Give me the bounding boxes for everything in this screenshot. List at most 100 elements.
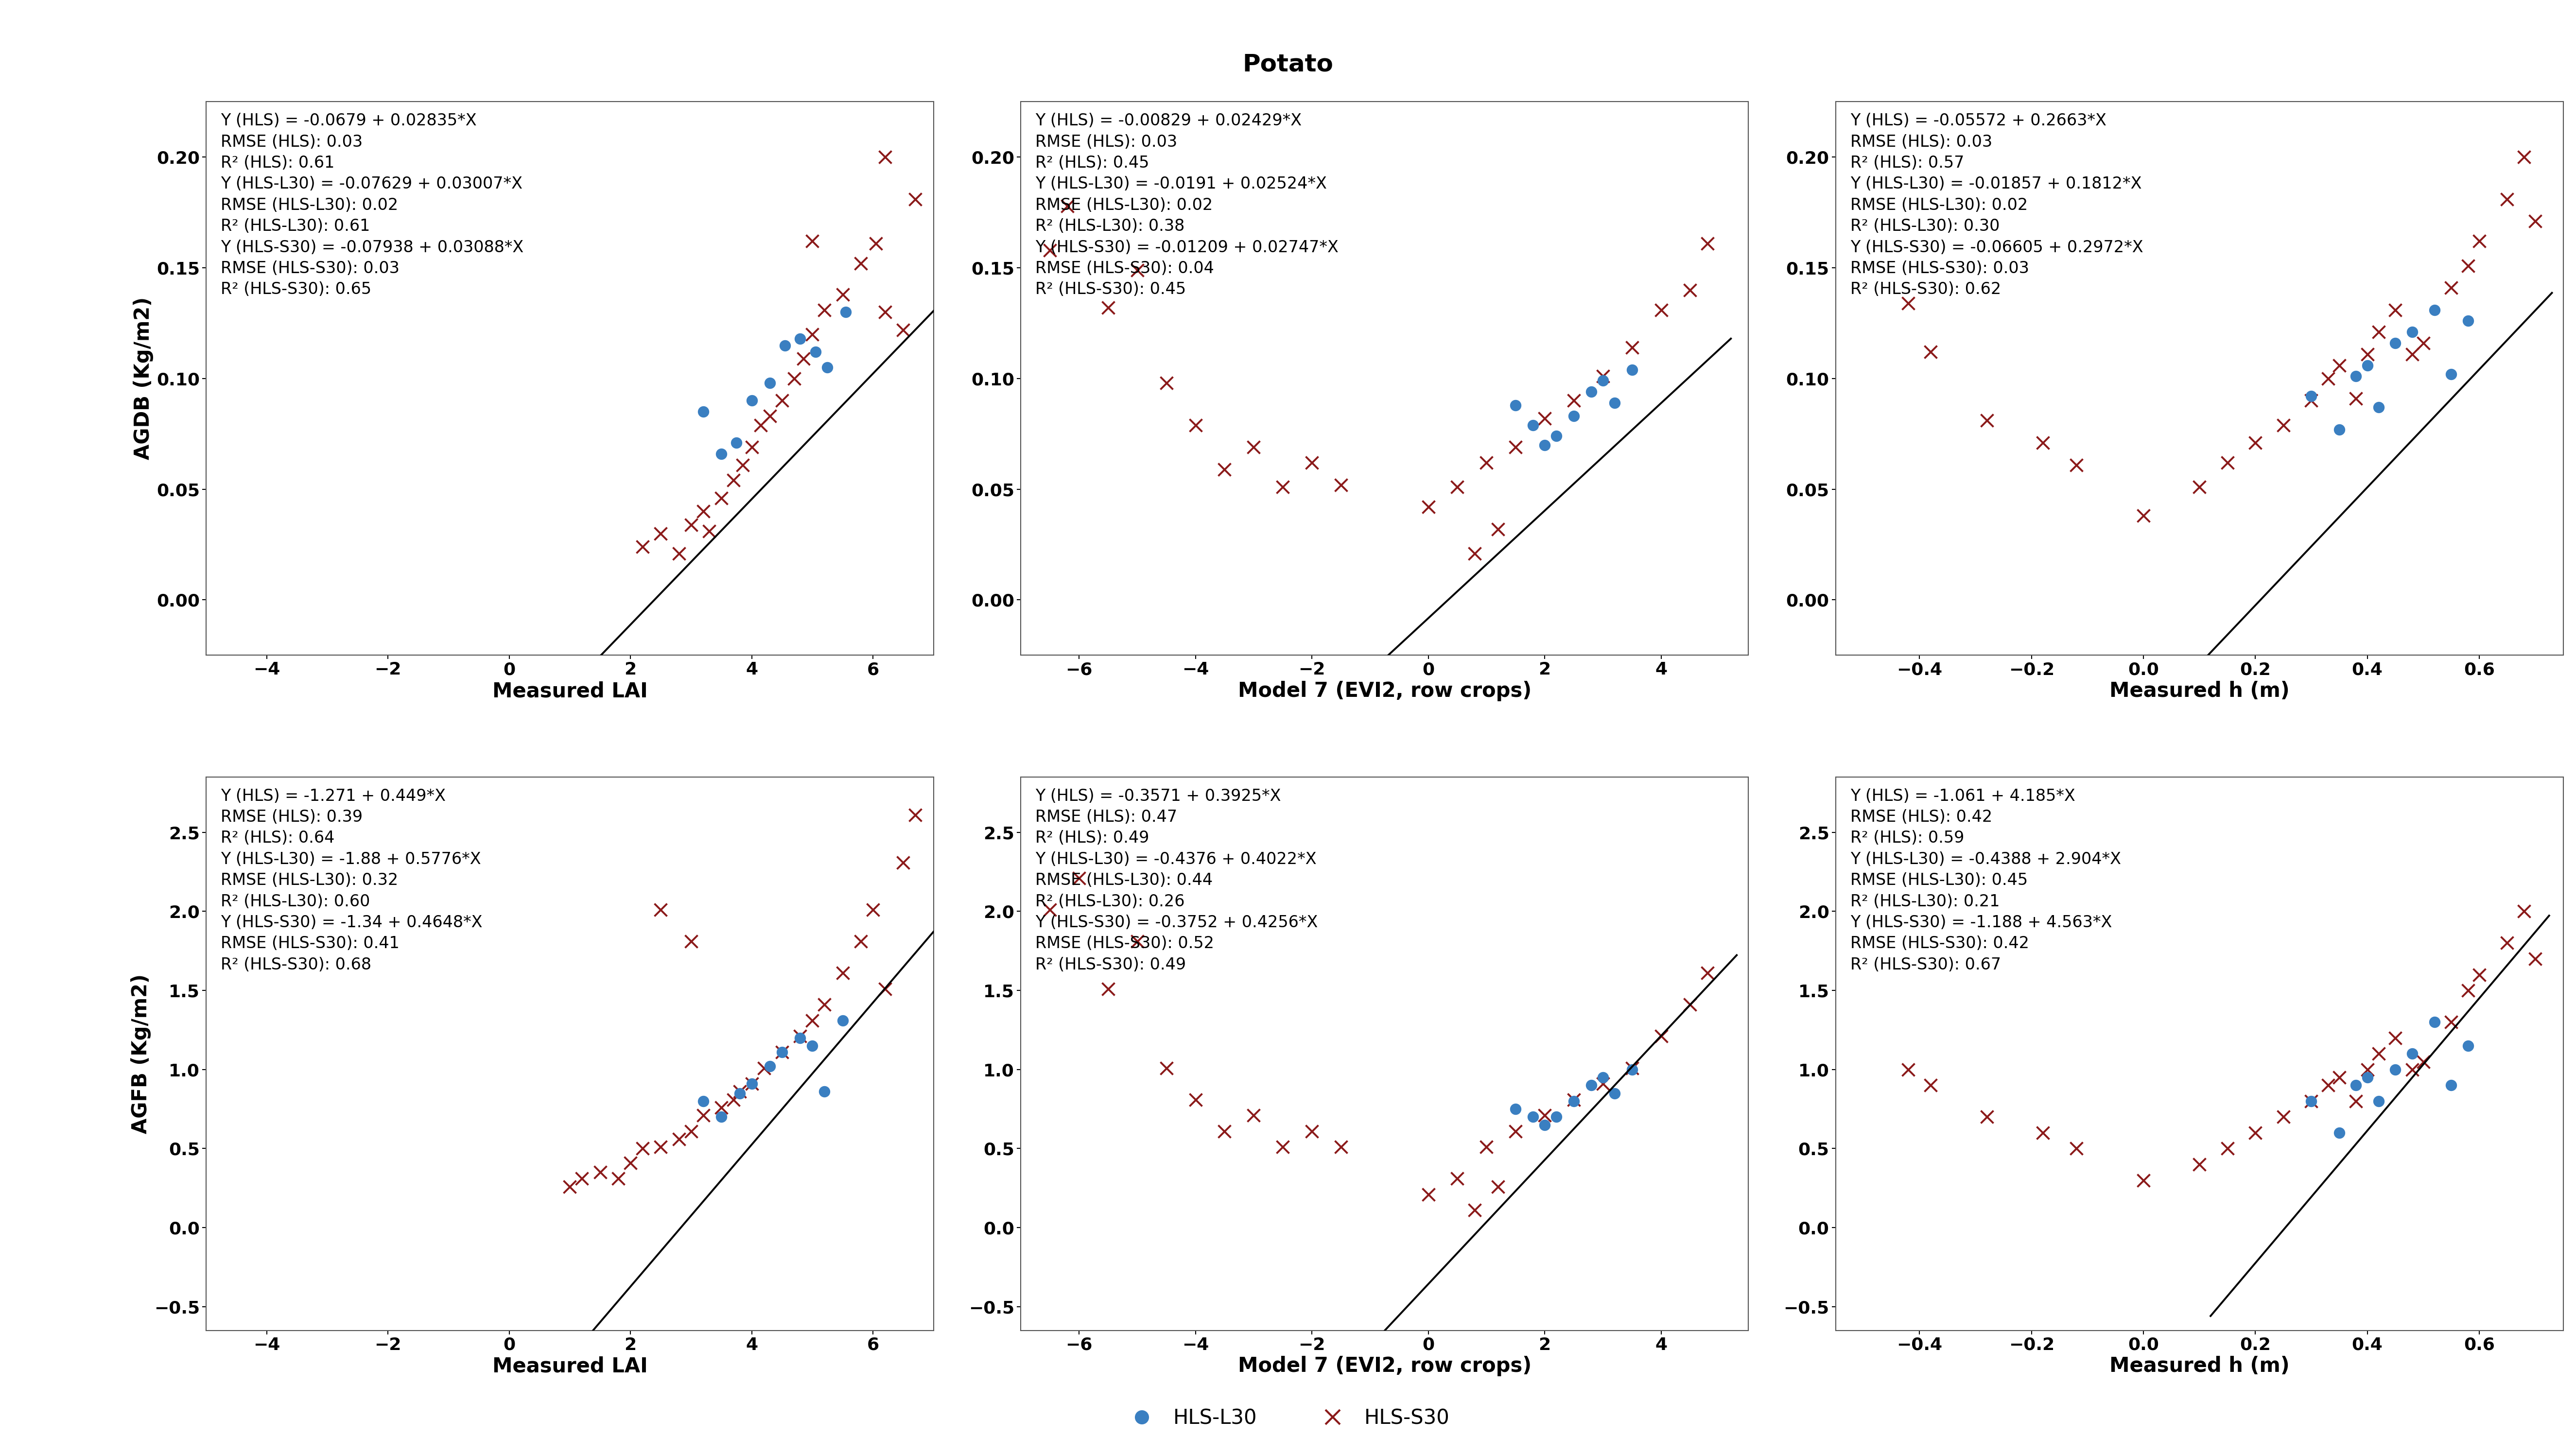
Point bbox=[783, 348, 824, 371]
Point bbox=[721, 454, 762, 477]
Point bbox=[1262, 1136, 1303, 1159]
Point bbox=[1687, 961, 1728, 984]
Point bbox=[1512, 1105, 1553, 1128]
Point bbox=[1553, 390, 1595, 413]
Point bbox=[1087, 977, 1128, 1000]
Point bbox=[1455, 1198, 1497, 1221]
Y-axis label: AGDB (Kg/m2): AGDB (Kg/m2) bbox=[134, 297, 155, 459]
Point bbox=[2357, 1043, 2398, 1066]
Point bbox=[621, 1137, 662, 1160]
Point bbox=[1571, 379, 1613, 403]
X-axis label: Measured LAI: Measured LAI bbox=[492, 1357, 647, 1377]
Point bbox=[1115, 259, 1157, 282]
Point bbox=[732, 1072, 773, 1095]
Point bbox=[1965, 1105, 2007, 1128]
Point bbox=[714, 468, 755, 491]
Point bbox=[791, 1034, 832, 1057]
Point bbox=[1203, 458, 1244, 481]
Point bbox=[2432, 276, 2473, 300]
Point bbox=[1965, 409, 2007, 432]
Point bbox=[549, 1175, 590, 1198]
Point bbox=[1291, 1120, 1332, 1143]
Point bbox=[701, 1105, 742, 1128]
Text: Y (HLS) = -1.271 + 0.449*X
RMSE (HLS): 0.39
R² (HLS): 0.64
Y (HLS-L30) = -1.88 +: Y (HLS) = -1.271 + 0.449*X RMSE (HLS): 0… bbox=[222, 788, 482, 973]
Point bbox=[2308, 1073, 2349, 1096]
Point bbox=[611, 1152, 652, 1175]
Point bbox=[1525, 433, 1566, 457]
Point bbox=[1888, 292, 1929, 316]
Point bbox=[2347, 343, 2388, 366]
Point bbox=[1046, 195, 1087, 218]
Point bbox=[1321, 473, 1363, 496]
Point bbox=[750, 371, 791, 394]
Point bbox=[884, 851, 925, 874]
Point bbox=[2447, 310, 2488, 333]
Point bbox=[2403, 1050, 2445, 1073]
Point bbox=[2504, 145, 2545, 169]
Point bbox=[716, 430, 757, 454]
Point bbox=[1525, 1104, 1566, 1127]
Point bbox=[1479, 518, 1520, 541]
Point bbox=[732, 1072, 773, 1095]
Point bbox=[1406, 496, 1448, 519]
Point bbox=[1455, 542, 1497, 566]
Point bbox=[1494, 1120, 1535, 1143]
Point bbox=[2022, 430, 2063, 454]
Point bbox=[2391, 343, 2432, 366]
Point bbox=[2486, 932, 2527, 955]
Point bbox=[670, 513, 711, 537]
Point bbox=[688, 519, 729, 542]
Point bbox=[2375, 298, 2416, 321]
Point bbox=[2432, 1073, 2473, 1096]
Point bbox=[750, 1054, 791, 1077]
Point bbox=[1291, 451, 1332, 474]
Point bbox=[701, 442, 742, 465]
Point bbox=[641, 522, 683, 545]
Point bbox=[1911, 340, 1953, 364]
Point bbox=[2336, 1089, 2378, 1112]
Point bbox=[2347, 353, 2388, 377]
Point bbox=[1553, 1089, 1595, 1112]
Point bbox=[2318, 1066, 2360, 1089]
Point bbox=[1030, 899, 1072, 922]
Point bbox=[2375, 332, 2416, 355]
X-axis label: Measured h (m): Measured h (m) bbox=[2110, 680, 2290, 701]
Point bbox=[739, 413, 781, 436]
Point bbox=[2414, 1011, 2455, 1034]
Point bbox=[822, 961, 863, 984]
Point bbox=[1494, 1098, 1535, 1121]
Point bbox=[853, 899, 894, 922]
Point bbox=[2262, 413, 2303, 436]
Point bbox=[796, 340, 837, 364]
Point bbox=[1030, 238, 1072, 262]
Point bbox=[822, 282, 863, 305]
Point bbox=[2391, 1059, 2432, 1082]
Point bbox=[1525, 407, 1566, 430]
Point bbox=[732, 390, 773, 413]
Point bbox=[659, 542, 701, 566]
Point bbox=[1553, 1088, 1595, 1111]
Text: Y (HLS) = -0.0679 + 0.02835*X
RMSE (HLS): 0.03
R² (HLS): 0.61
Y (HLS-L30) = -0.0: Y (HLS) = -0.0679 + 0.02835*X RMSE (HLS)… bbox=[222, 113, 523, 298]
Text: Y (HLS) = -0.00829 + 0.02429*X
RMSE (HLS): 0.03
R² (HLS): 0.45
Y (HLS-L30) = -0.: Y (HLS) = -0.00829 + 0.02429*X RMSE (HLS… bbox=[1036, 113, 1340, 298]
Point bbox=[1087, 297, 1128, 320]
Text: Y (HLS) = -1.061 + 4.185*X
RMSE (HLS): 0.42
R² (HLS): 0.59
Y (HLS-L30) = -0.4388: Y (HLS) = -1.061 + 4.185*X RMSE (HLS): 0… bbox=[1850, 788, 2120, 973]
Point bbox=[598, 1168, 639, 1191]
Point bbox=[2458, 963, 2499, 986]
Point bbox=[1234, 436, 1275, 459]
Point bbox=[2208, 451, 2249, 474]
Point bbox=[824, 301, 866, 324]
Point bbox=[2357, 320, 2398, 343]
Point bbox=[884, 318, 925, 342]
Point bbox=[1494, 436, 1535, 459]
Point bbox=[765, 333, 806, 356]
Point bbox=[1512, 413, 1553, 436]
Point bbox=[1582, 1072, 1623, 1095]
Point bbox=[2208, 1137, 2249, 1160]
Point bbox=[1175, 413, 1216, 436]
Point bbox=[2236, 1121, 2277, 1144]
Point bbox=[1525, 1114, 1566, 1137]
Point bbox=[1321, 1136, 1363, 1159]
Point bbox=[2290, 1089, 2331, 1112]
Point bbox=[2123, 505, 2164, 528]
Point bbox=[719, 1082, 760, 1105]
